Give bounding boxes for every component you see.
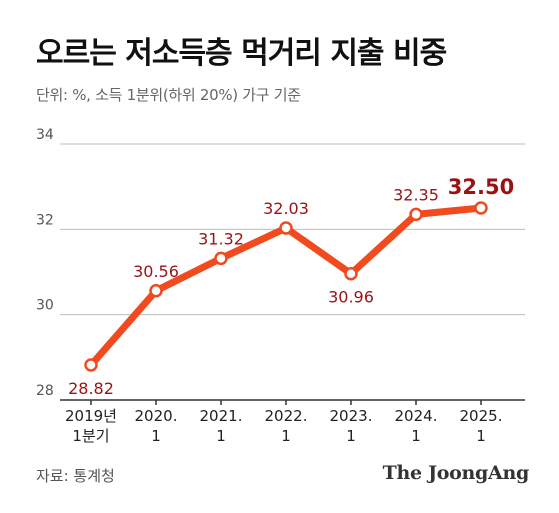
y-axis-ticks: 28 30 32 34 [36,127,54,399]
source-note: 자료: 통계청 [36,467,115,485]
y-tick-label: 32 [36,212,54,228]
x-tick-label: 2021. [200,407,243,425]
data-point [344,266,358,281]
data-label: 32.50 [448,175,514,199]
x-tick-label: 2024. [395,407,438,425]
chart-title: 오르는 저소득층 먹거리 지출 비중 [36,36,447,71]
data-points [84,201,488,372]
x-tick-label: 2025. [460,407,503,425]
x-tick-label: 2023. [330,407,373,425]
data-point [84,358,98,372]
x-tick-label: 1 [346,427,356,445]
publisher-logo: The JoongAng [382,462,530,484]
data-point [149,284,163,298]
y-tick-label: 34 [36,127,54,143]
data-label: 30.56 [133,262,179,281]
x-tick-label: 1 [216,427,226,445]
data-label: 28.82 [68,379,114,398]
x-tick-label: 1 [411,427,421,445]
data-point [279,221,293,235]
data-label: 30.96 [328,288,374,307]
data-point [214,251,228,266]
x-tick-label: 2022. [265,407,308,425]
x-axis-ticks: 2019년 1분기 2020. 1 2021. 1 2022. 1 2023. 1 2024. 1 20… [65,400,502,445]
y-tick-label: 30 [36,298,54,314]
x-tick-label: 2020. [135,407,178,425]
x-tick-label: 1분기 [72,427,109,445]
data-label: 32.35 [393,185,439,204]
x-tick-label: 1 [476,427,486,445]
chart-subtitle: 단위: %, 소득 1분위(하위 20%) 가구 기준 [36,86,301,104]
data-point [409,207,423,222]
data-labels: 28.82 30.56 31.32 32.03 30.96 32.35 32.50 [68,175,514,398]
x-tick-label: 1 [281,427,291,445]
y-tick-label: 28 [36,383,54,399]
data-label: 31.32 [198,229,244,248]
x-tick-label: 2019년 [65,407,117,425]
x-tick-label: 1 [151,427,161,445]
data-label: 32.03 [263,199,309,218]
data-point [474,201,488,215]
